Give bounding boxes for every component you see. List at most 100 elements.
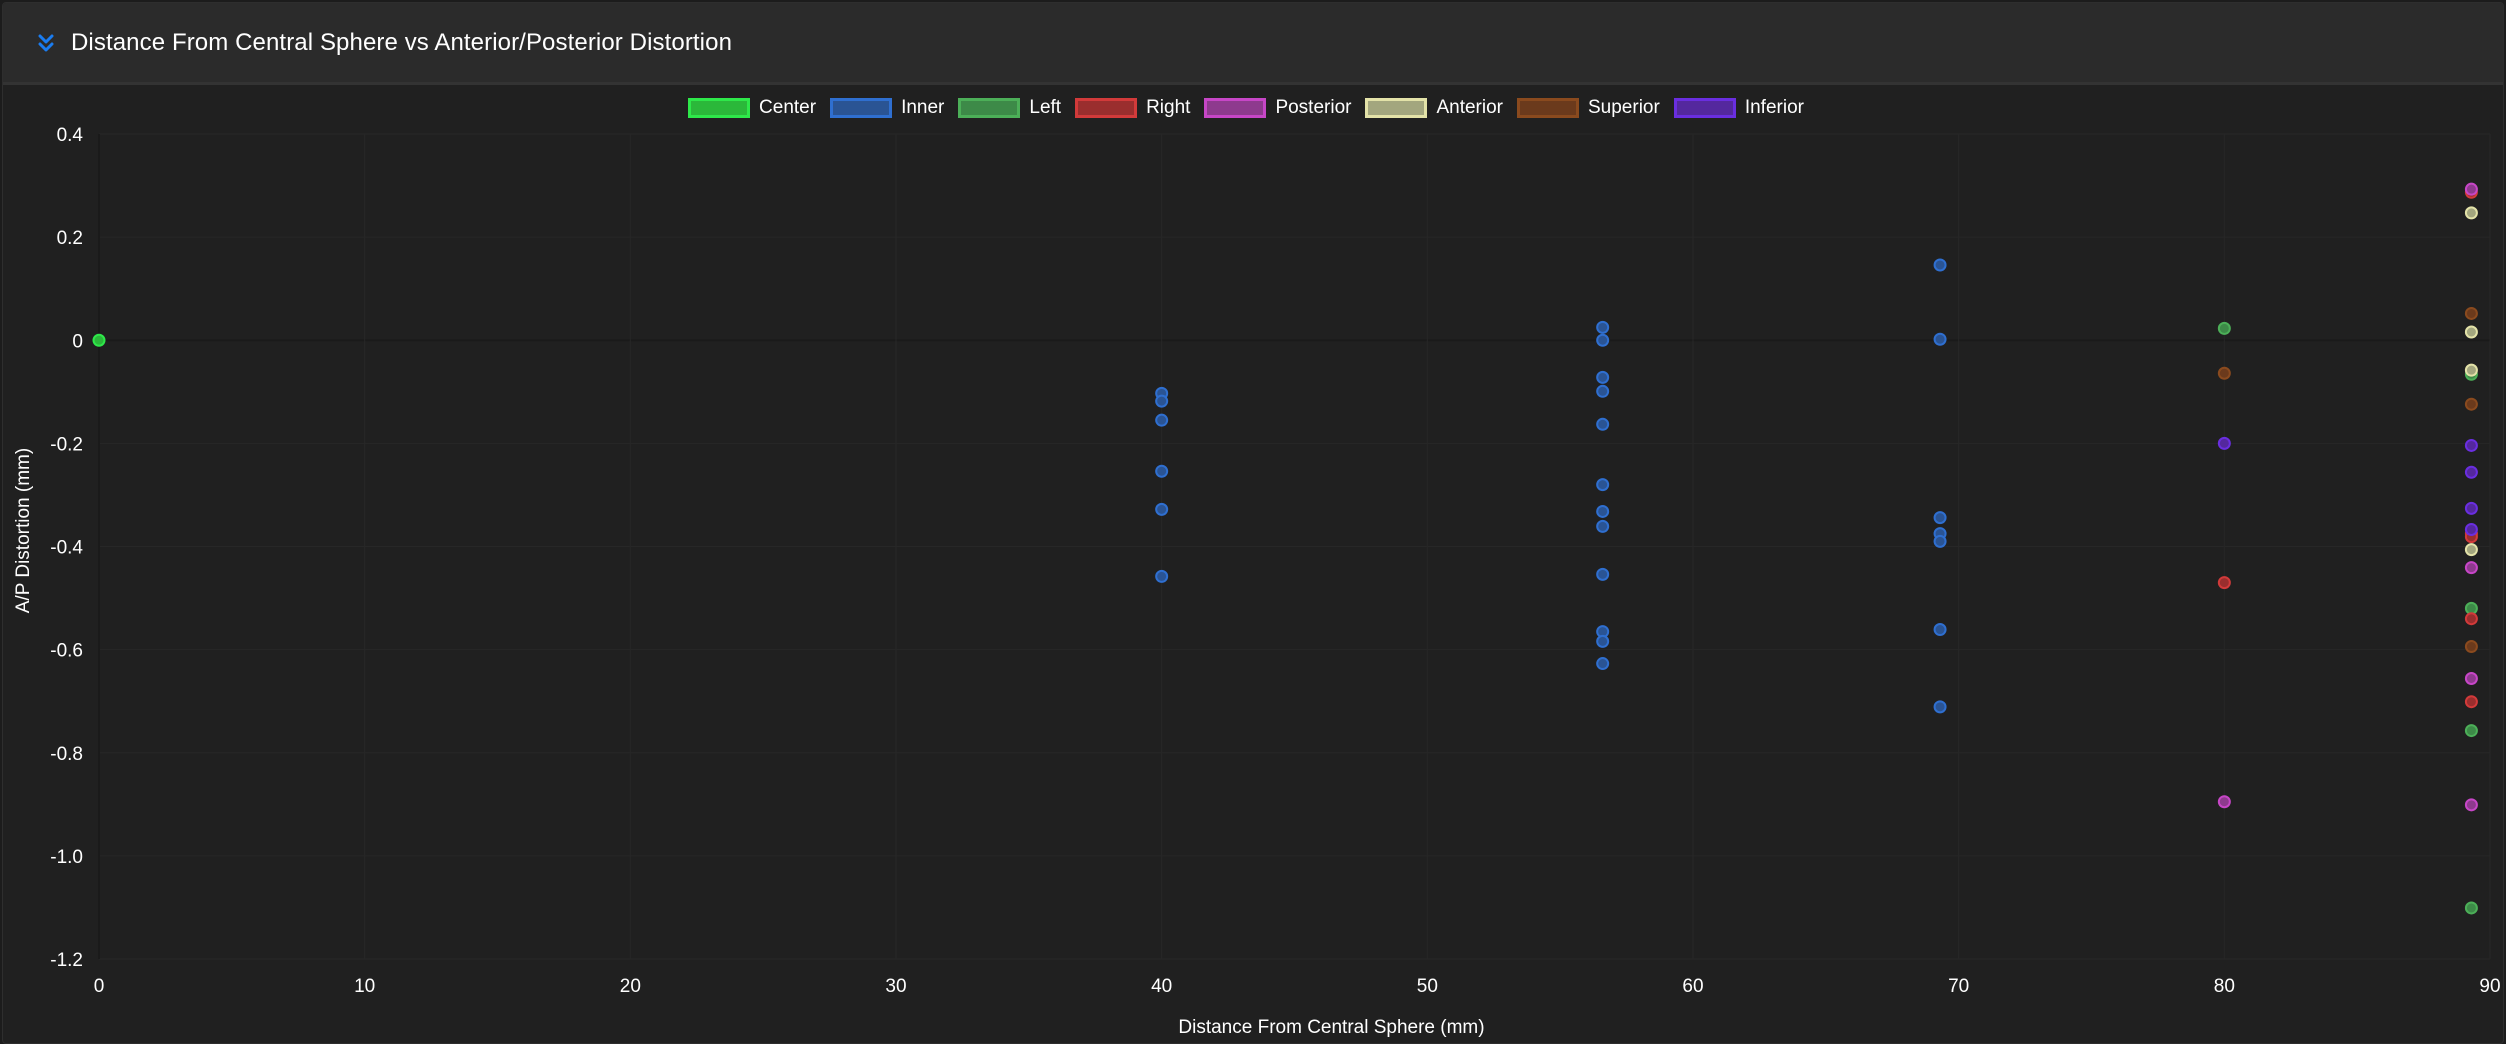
legend-item-inner[interactable]: Inner [830,97,944,119]
chart-title: Distance From Central Sphere vs Anterior… [71,28,733,56]
data-point[interactable] [2464,182,2478,196]
data-point[interactable] [1596,478,1610,492]
data-point[interactable] [1596,519,1610,533]
data-point[interactable] [1596,370,1610,384]
series-posterior [2217,182,2478,812]
y-tick-label: 0 [72,331,83,352]
data-point[interactable] [2464,640,2478,654]
data-point[interactable] [2464,325,2478,339]
legend-label: Right [1146,97,1191,118]
data-point[interactable] [1155,569,1169,583]
data-point[interactable] [2464,672,2478,685]
data-point[interactable] [2217,576,2231,590]
data-point[interactable] [2464,306,2478,320]
data-point[interactable] [2464,397,2478,411]
data-point[interactable] [2217,321,2231,335]
legend-label: Anterior [1436,97,1503,118]
data-point[interactable] [1933,258,1947,272]
data-point[interactable] [1155,464,1169,478]
legend-swatch [1673,98,1736,118]
legend-item-inferior[interactable]: Inferior [1673,97,1804,119]
y-tick-label: 0.4 [57,125,84,146]
legend-item-superior[interactable]: Superior [1517,97,1660,119]
legend-swatch [1365,98,1428,118]
legend-label: Posterior [1275,97,1352,118]
data-point[interactable] [1933,534,1947,548]
data-point[interactable] [2464,438,2478,452]
legend-swatch [1075,98,1138,118]
series-inferior [2217,436,2478,536]
data-point[interactable] [1596,417,1610,431]
x-tick-label: 20 [620,976,641,997]
legend-item-anterior[interactable]: Anterior [1365,97,1503,119]
x-tick-label: 80 [2214,976,2235,997]
data-point[interactable] [2464,206,2478,220]
chart-legend: Center Inner Left Right Posterior Anterior Sup… [3,97,2503,119]
data-point[interactable] [2464,724,2478,738]
data-point[interactable] [1596,657,1610,671]
data-point[interactable] [1155,394,1169,408]
series-center [92,333,106,347]
legend-label: Inner [901,97,945,118]
series-inner [1155,258,1947,714]
x-tick-label: 0 [94,976,105,997]
data-point[interactable] [1933,511,1947,525]
legend-item-posterior[interactable]: Posterior [1204,97,1351,119]
data-point[interactable] [2464,695,2478,709]
data-point[interactable] [2464,798,2478,812]
series-anterior [2464,206,2478,557]
y-tick-label: -1.2 [50,950,83,971]
data-point[interactable] [1596,634,1610,648]
legend-swatch [1517,98,1579,118]
series-right [2217,185,2478,709]
data-point[interactable] [2464,465,2478,479]
y-tick-label: -0.6 [50,641,83,662]
x-tick-label: 60 [1682,976,1703,997]
x-tick-label: 70 [1948,976,1969,997]
data-point[interactable] [2464,612,2478,626]
y-tick-label: 0.2 [57,228,83,249]
data-point[interactable] [2217,795,2231,809]
data-point[interactable] [2464,522,2478,536]
data-point[interactable] [1596,384,1610,398]
legend-label: Center [759,97,817,118]
data-point[interactable] [1933,623,1947,637]
data-point[interactable] [2464,561,2478,575]
data-point[interactable] [1596,333,1610,347]
x-tick-label: 40 [1151,976,1172,997]
data-point[interactable] [1933,332,1947,346]
data-point[interactable] [2464,543,2478,557]
x-axis-title: Distance From Central Sphere (mm) [1178,1017,1484,1038]
legend-swatch [830,98,893,118]
legend-label: Left [1029,97,1062,118]
data-point[interactable] [2464,501,2478,515]
data-point[interactable] [2464,363,2478,377]
data-point[interactable] [1155,502,1169,516]
data-point[interactable] [92,333,106,347]
y-axis-title: A/P Distortion (mm) [13,448,34,613]
scatter-plot: 0.4 0.2 0 -0.2 -0.4 -0.6 -0.8 -1.0 -1.2 0 10 20 30 40… [13,125,2501,1038]
legend-label: Superior [1588,97,1660,118]
y-tick-label: -0.8 [50,744,83,765]
y-tick-label: -0.2 [50,434,83,455]
grid-lines [98,133,2491,960]
legend-item-center[interactable]: Center [688,97,816,119]
double-chevron-down-icon[interactable] [35,32,57,54]
x-tick-label: 90 [2479,976,2500,997]
data-point[interactable] [1596,567,1610,581]
x-tick-label: 50 [1417,976,1438,997]
data-point[interactable] [1596,504,1610,518]
data-point[interactable] [2217,366,2231,380]
legend-item-right[interactable]: Right [1075,97,1190,119]
legend-item-left[interactable]: Left [958,97,1061,119]
data-point[interactable] [2464,901,2478,915]
legend-swatch [1204,98,1267,118]
legend-swatch [958,98,1021,118]
data-point[interactable] [2217,436,2231,450]
x-tick-label: 10 [354,976,375,997]
data-point[interactable] [1155,413,1169,427]
data-point[interactable] [1933,700,1947,714]
data-point[interactable] [1596,320,1610,334]
x-tick-label: 30 [885,976,906,997]
